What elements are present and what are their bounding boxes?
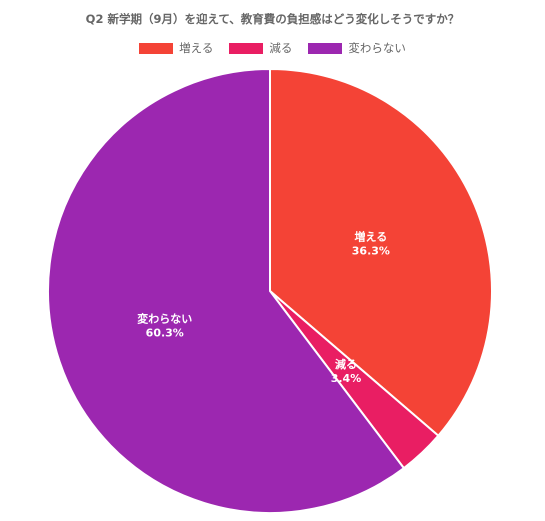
slice-label-no-change: 変わらない bbox=[137, 311, 192, 325]
chart-legend: 増える 減る 変わらない bbox=[0, 40, 545, 56]
legend-swatch-no-change bbox=[308, 42, 343, 54]
legend-item-no-change[interactable]: 変わらない bbox=[308, 40, 406, 56]
legend-label-increase: 増える bbox=[179, 41, 214, 55]
slice-label-decrease: 減る bbox=[335, 357, 357, 371]
legend-label-decrease: 減る bbox=[269, 41, 293, 55]
pie-slices bbox=[47, 67, 493, 514]
slice-value-increase: 36.3% bbox=[352, 245, 390, 258]
legend-label-no-change: 変わらない bbox=[348, 41, 406, 55]
legend-swatch-decrease bbox=[229, 42, 264, 54]
legend-item-decrease[interactable]: 減る bbox=[229, 40, 292, 56]
slice-value-decrease: 3.4% bbox=[331, 372, 362, 385]
legend-swatch-increase bbox=[139, 42, 174, 54]
pie-slice-no-change[interactable] bbox=[47, 67, 406, 514]
legend-item-increase[interactable]: 増える bbox=[139, 40, 213, 56]
slice-value-no-change: 60.3% bbox=[146, 326, 184, 339]
chart-title: Q2 新学期（9月）を迎えて、教育費の負担感はどう変化しそうですか？ bbox=[85, 12, 460, 26]
pie-slice-increase[interactable] bbox=[269, 67, 493, 438]
slice-label-increase: 増える bbox=[355, 230, 388, 244]
